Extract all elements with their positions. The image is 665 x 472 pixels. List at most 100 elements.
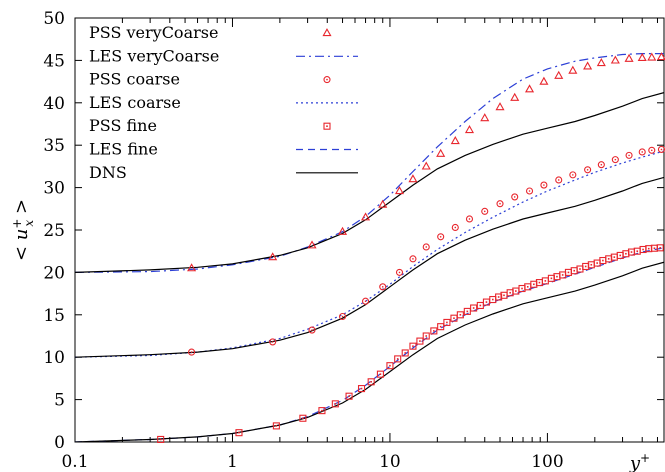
data-point-pss-coarse-dot [483, 210, 486, 213]
data-point-pss-fine-dot [636, 250, 639, 252]
data-point-pss-fine-dot [647, 247, 650, 250]
x-tick-label-1: 1 [227, 452, 238, 472]
data-point-pss-verycoarse [637, 52, 647, 62]
series-line-dns-0 [75, 261, 664, 442]
legend-label-pss-fine: PSS fine [89, 116, 157, 135]
data-point-pss-verycoarse [378, 199, 388, 208]
y-tick-label-7: 35 [43, 136, 65, 156]
y-tick-label-10: 50 [43, 9, 65, 29]
data-point-pss-fine [394, 355, 402, 363]
data-point-pss-fine-dot [389, 364, 391, 367]
data-point-pss-coarse [648, 146, 656, 154]
data-point-pss-fine-dot [526, 286, 529, 288]
data-point-pss-coarse [308, 326, 316, 334]
data-point-pss-fine-dot [653, 247, 656, 250]
data-point-pss-fine-dot [334, 403, 337, 405]
y-axis-title: < u+x > [10, 199, 36, 261]
series-line-les-fine [75, 247, 664, 442]
data-point-pss-coarse [437, 233, 445, 241]
data-point-pss-fine-dot [453, 317, 455, 319]
data-point-pss-fine-dot [348, 395, 350, 398]
axis-ticks: 0 5 10 15 20 25 30 35 40 45 50 0.1 1 10 100 [43, 9, 664, 472]
legend-marker-pss-verycoarse [322, 28, 332, 37]
data-series [75, 52, 665, 444]
data-point-pss-fine [157, 435, 165, 444]
data-point-pss-fine-dot [584, 265, 587, 268]
y-tick-label-3: 15 [43, 306, 65, 326]
data-point-pss-fine-dot [472, 307, 475, 309]
data-point-pss-verycoarse [307, 240, 317, 249]
data-point-pss-fine [376, 370, 384, 378]
x-tick-label-2: 10 [379, 452, 401, 472]
data-point-pss-coarse-dot [468, 218, 471, 220]
data-point-pss-coarse-dot [600, 163, 603, 166]
data-point-pss-fine-dot [602, 259, 604, 262]
data-point-pss-fine-dot [466, 310, 469, 313]
data-point-pss-verycoarse [510, 92, 520, 101]
data-point-pss-fine-dot [579, 268, 581, 270]
data-point-pss-fine [401, 349, 409, 357]
data-point-pss-coarse [511, 193, 519, 201]
data-point-pss-coarse [555, 176, 563, 184]
data-point-pss-coarse [338, 312, 347, 321]
data-point-pss-fine-dot [159, 438, 162, 441]
data-point-pss-coarse-dot [513, 196, 516, 198]
series-line-les-coarse [75, 150, 664, 358]
data-point-pss-fine [409, 342, 417, 350]
data-point-pss-coarse-dot [557, 179, 560, 181]
y-tick-label-4: 20 [43, 263, 65, 283]
data-point-pss-coarse-dot [528, 190, 531, 192]
y-tick-label-5: 25 [43, 221, 65, 241]
data-point-pss-fine [299, 414, 307, 422]
data-point-pss-coarse [638, 148, 646, 156]
y-tick-label-8: 40 [43, 94, 65, 114]
data-point-pss-fine-dot [515, 290, 517, 292]
data-point-pss-coarse [379, 283, 387, 291]
data-point-pss-coarse-dot [311, 329, 313, 331]
legend-label-dns: DNS [89, 163, 127, 182]
data-point-pss-coarse-dot [271, 341, 274, 343]
data-point-pss-fine [386, 362, 394, 370]
data-point-pss-fine-dot [439, 325, 442, 328]
data-point-pss-coarse-dot [641, 151, 644, 153]
data-point-pss-coarse [657, 145, 665, 153]
data-point-pss-coarse [422, 243, 430, 251]
data-point-pss-fine [235, 429, 243, 437]
data-point-pss-coarse-dot [381, 286, 384, 288]
data-point-pss-coarse-dot [586, 168, 589, 171]
data-point-pss-verycoarse [656, 52, 665, 61]
data-point-pss-fine-dot [497, 296, 500, 298]
data-point-pss-coarse [409, 255, 417, 263]
legend-label-les-verycoarse: LES veryCoarse [89, 46, 219, 65]
data-point-pss-coarse-dot [650, 149, 653, 152]
data-point-pss-fine-dot [642, 248, 644, 251]
data-point-pss-fine-dot [412, 345, 414, 347]
y-tick-label-6: 30 [43, 179, 65, 199]
data-point-pss-coarse-dot [614, 158, 617, 161]
data-point-pss-fine-dot [360, 387, 363, 390]
data-point-pss-fine-dot [567, 271, 570, 274]
data-point-pss-coarse [188, 348, 196, 356]
legend-label-pss-verycoarse: PSS veryCoarse [89, 23, 218, 42]
data-point-pss-fine-dot [607, 258, 610, 260]
data-point-pss-fine-dot [492, 298, 494, 301]
y-tick-label-0: 0 [54, 433, 65, 453]
data-point-pss-fine-dot [433, 330, 435, 332]
data-point-pss-fine-dot [561, 274, 564, 276]
data-point-pss-verycoarse [436, 148, 446, 157]
data-point-pss-coarse [611, 156, 619, 164]
data-point-pss-coarse-dot [439, 235, 442, 238]
legend-label-les-fine: LES fine [89, 140, 158, 159]
data-point-pss-coarse-dot [628, 154, 630, 157]
data-point-pss-fine [443, 318, 451, 326]
x-tick-label-0: 0.1 [61, 452, 88, 472]
legend-marker-pss-fine-dot [326, 125, 328, 127]
y-tick-label-1: 5 [54, 391, 65, 411]
data-point-pss-fine-dot [596, 262, 598, 264]
data-point-pss-fine-dot [625, 252, 627, 255]
data-point-pss-verycoarse [539, 76, 549, 85]
data-point-pss-fine-dot [419, 340, 421, 342]
data-point-pss-fine-dot [550, 277, 553, 280]
data-point-pss-fine [656, 244, 664, 252]
data-point-pss-coarse-dot [454, 226, 457, 229]
